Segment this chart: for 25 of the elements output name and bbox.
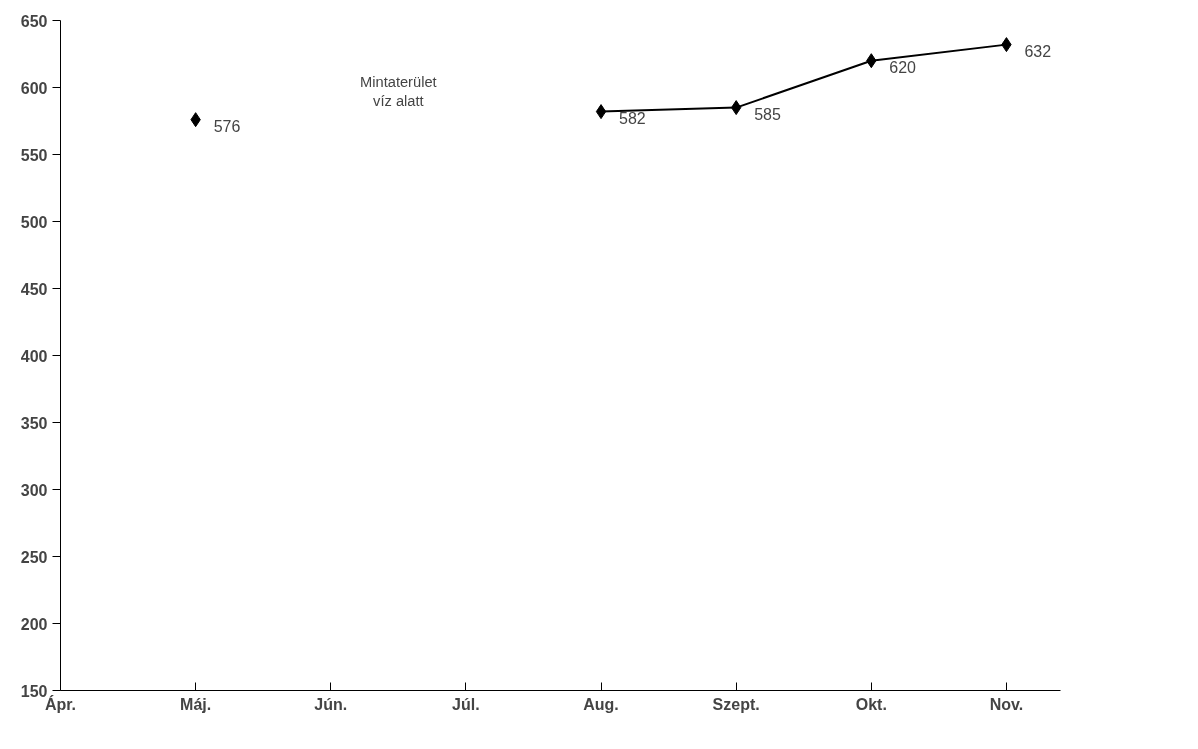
- point: [595, 104, 607, 120]
- x-tick-label: Szept.: [712, 695, 760, 713]
- x-tick-label: Okt.: [855, 695, 887, 713]
- y-tick-label: 150: [20, 682, 48, 700]
- data-label: 620: [889, 58, 917, 76]
- y-tick-label: 450: [20, 280, 48, 298]
- y-tick-label: 400: [20, 347, 48, 365]
- x-tick-label: Júl.: [452, 695, 480, 713]
- x-tick-label: Máj.: [180, 695, 212, 713]
- data-label: 582: [619, 109, 646, 127]
- data-label: 585: [754, 105, 781, 123]
- y-tick-label: 250: [20, 548, 48, 566]
- y-tick-label: 350: [20, 414, 48, 432]
- data-label: 632: [1024, 42, 1052, 60]
- y-tick-label: 550: [20, 146, 48, 164]
- y-tick-label: 600: [20, 79, 48, 97]
- x-tick-label: Jún.: [314, 695, 348, 713]
- x-tick-label: Aug.: [583, 695, 619, 713]
- annotation: Mintaterület víz alatt: [360, 74, 437, 110]
- data-label: 576: [213, 117, 241, 135]
- y-tick-label: 200: [20, 615, 48, 633]
- y-tick-label: 650: [20, 12, 48, 30]
- y-tick-label: 500: [20, 213, 48, 231]
- y-tick-label: 300: [20, 481, 48, 499]
- x-tick-label: Nov.: [989, 695, 1024, 713]
